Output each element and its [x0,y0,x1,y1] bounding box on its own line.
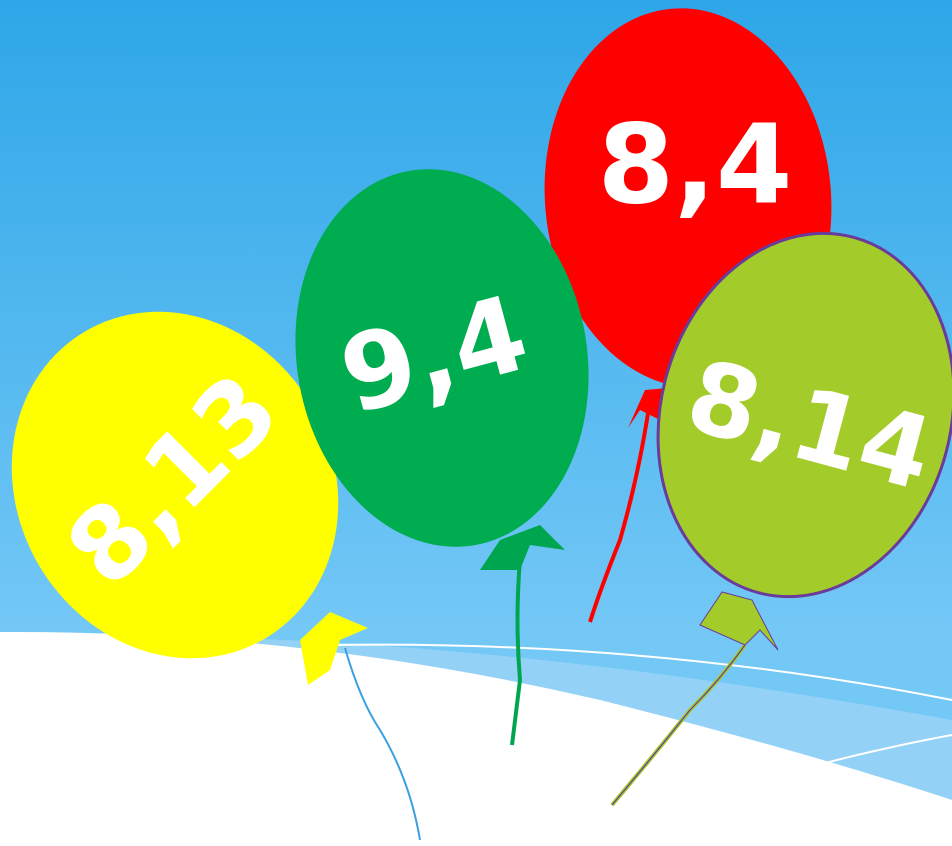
slide: 8,4 8,13 9,4 8,14 [0,0,952,846]
balloon-label: 8,4 [598,100,793,228]
